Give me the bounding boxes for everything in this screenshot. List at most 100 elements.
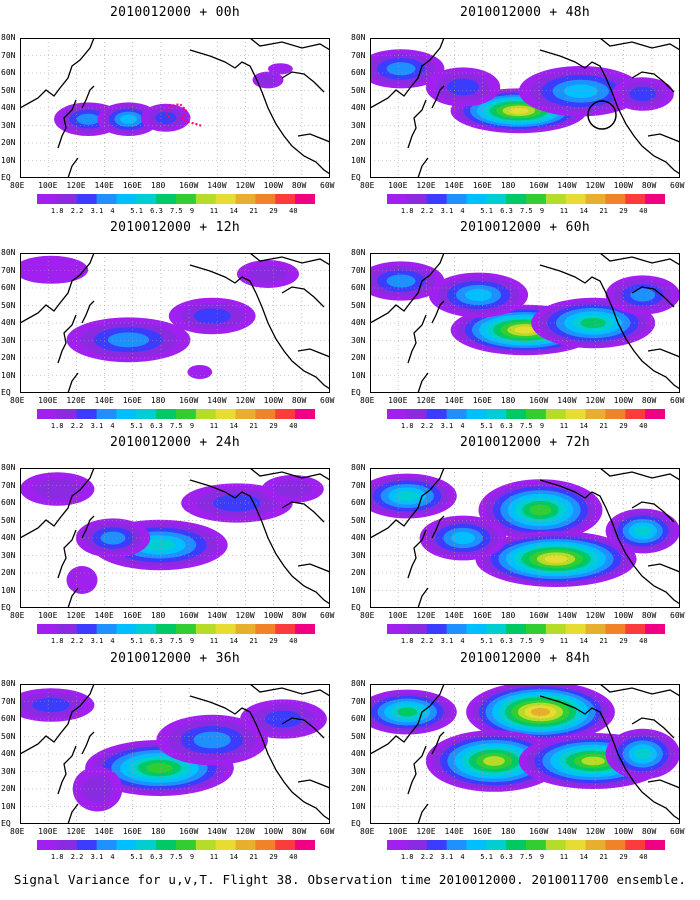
lat-label: 60N	[1, 714, 16, 723]
colorbar-swatch	[585, 624, 606, 634]
colorbar-swatch	[37, 624, 58, 634]
colorbar-swatch	[156, 840, 177, 850]
colorbar-swatch	[275, 840, 296, 850]
lon-label: 120W	[585, 396, 605, 405]
lat-label: 30N	[351, 550, 366, 560]
colorbar-swatch	[176, 624, 197, 634]
lat-label: 80N	[1, 248, 16, 257]
colorbar-swatch	[295, 624, 315, 634]
lat-label: 10N	[1, 801, 16, 811]
lat-label: 70N	[351, 50, 366, 60]
colorbar-label: 4	[110, 853, 115, 861]
colorbar-swatch	[506, 409, 527, 419]
colorbar-swatch	[195, 409, 217, 419]
coastline	[19, 467, 331, 609]
colorbar-swatch	[195, 624, 217, 634]
lon-label: 180	[500, 827, 516, 836]
colorbar-label: 6.3	[500, 207, 513, 215]
lat-label: 40N	[1, 103, 16, 112]
colorbar-label: 2.2	[420, 207, 434, 215]
lon-label: 100E	[38, 611, 58, 620]
map-svg	[357, 37, 681, 179]
variance-contour	[509, 107, 529, 115]
lat-label: EQ	[351, 173, 361, 182]
colorbar-label: 9	[189, 637, 195, 645]
colorbar-swatch	[387, 194, 408, 204]
colorbar-swatch	[645, 840, 665, 850]
colorbar-swatch	[605, 194, 626, 204]
lat-label: 50N	[351, 515, 366, 525]
lon-label: 80E	[10, 181, 25, 190]
lat-label: 50N	[1, 515, 16, 525]
colorbar-swatch	[486, 409, 507, 419]
coastline	[19, 37, 331, 179]
lon-label: 180	[150, 396, 166, 405]
colorbar-swatch	[235, 194, 256, 204]
lon-label: 180	[500, 181, 516, 190]
colorbar-label: 29	[269, 637, 278, 645]
colorbar	[387, 624, 665, 634]
variance-field	[20, 472, 324, 594]
lon-label: 140E	[444, 827, 464, 836]
colorbar-swatch	[506, 840, 527, 850]
colorbar-swatch	[486, 194, 507, 204]
variance-contour	[544, 555, 568, 563]
colorbar-swatch	[446, 194, 467, 204]
colorbar-swatch	[387, 409, 408, 419]
colorbar-swatch	[526, 194, 547, 204]
lon-label: 120W	[235, 181, 255, 190]
colorbar-label: 3.1	[90, 853, 104, 861]
lat-label: 20N	[1, 784, 16, 793]
colorbar-label: 1.8	[400, 637, 414, 645]
panel-title: 2010012000 + 36h	[109, 651, 241, 666]
variance-contour	[120, 114, 137, 124]
colorbar	[387, 409, 665, 419]
lat-label: 80N	[351, 33, 366, 42]
colorbar-label: 9	[539, 422, 545, 430]
lat-label: 20N	[351, 353, 366, 362]
colorbar	[387, 194, 665, 204]
colorbar	[37, 409, 315, 419]
colorbar-swatch	[625, 194, 646, 204]
map-frame	[20, 468, 330, 608]
colorbar-swatch	[76, 840, 98, 850]
colorbar-swatch	[116, 194, 137, 204]
lon-label: 140W	[557, 611, 577, 620]
colorbar-label: 29	[619, 637, 628, 645]
colorbar-swatch	[176, 840, 197, 850]
lon-label: 140W	[207, 827, 227, 836]
panel-title: 2010012000 + 24h	[109, 435, 241, 450]
colorbar-swatch	[275, 624, 296, 634]
lon-label: 120W	[235, 827, 255, 836]
colorbar-label: 14	[229, 422, 238, 430]
lon-label: 60W	[670, 611, 685, 620]
map-panel-p12: 2010012000 + 12h 80N 70N 60N 50N 40N 30N 20N 10N…	[0, 215, 350, 435]
coastline	[369, 37, 681, 179]
colorbar-label: 21	[249, 853, 258, 861]
lat-label: 50N	[351, 300, 366, 310]
colorbar-swatch	[526, 624, 547, 634]
colorbar-label: 6.3	[150, 637, 163, 645]
colorbar-swatch	[426, 194, 448, 204]
lon-label: 160W	[179, 396, 199, 405]
lat-label: 60N	[351, 68, 366, 77]
colorbar-swatch	[645, 409, 665, 419]
colorbar-swatch	[426, 624, 448, 634]
lat-label: 50N	[1, 300, 16, 310]
lat-label: 40N	[1, 318, 16, 327]
colorbar-swatch	[585, 194, 606, 204]
map-svg	[357, 252, 681, 394]
variance-contour	[530, 707, 551, 717]
colorbar-label: 29	[269, 207, 278, 215]
lon-label: 160E	[472, 181, 492, 190]
colorbar-swatch	[76, 194, 98, 204]
colorbar-label: 11	[209, 637, 219, 645]
lat-label: 60N	[1, 283, 16, 292]
variance-contour	[193, 308, 231, 324]
variance-contour	[66, 566, 98, 594]
lat-label: 40N	[351, 749, 366, 758]
map-frame	[20, 38, 330, 178]
colorbar-label: 40	[289, 422, 298, 430]
coastline	[19, 252, 331, 394]
colorbar-swatch	[275, 409, 296, 419]
